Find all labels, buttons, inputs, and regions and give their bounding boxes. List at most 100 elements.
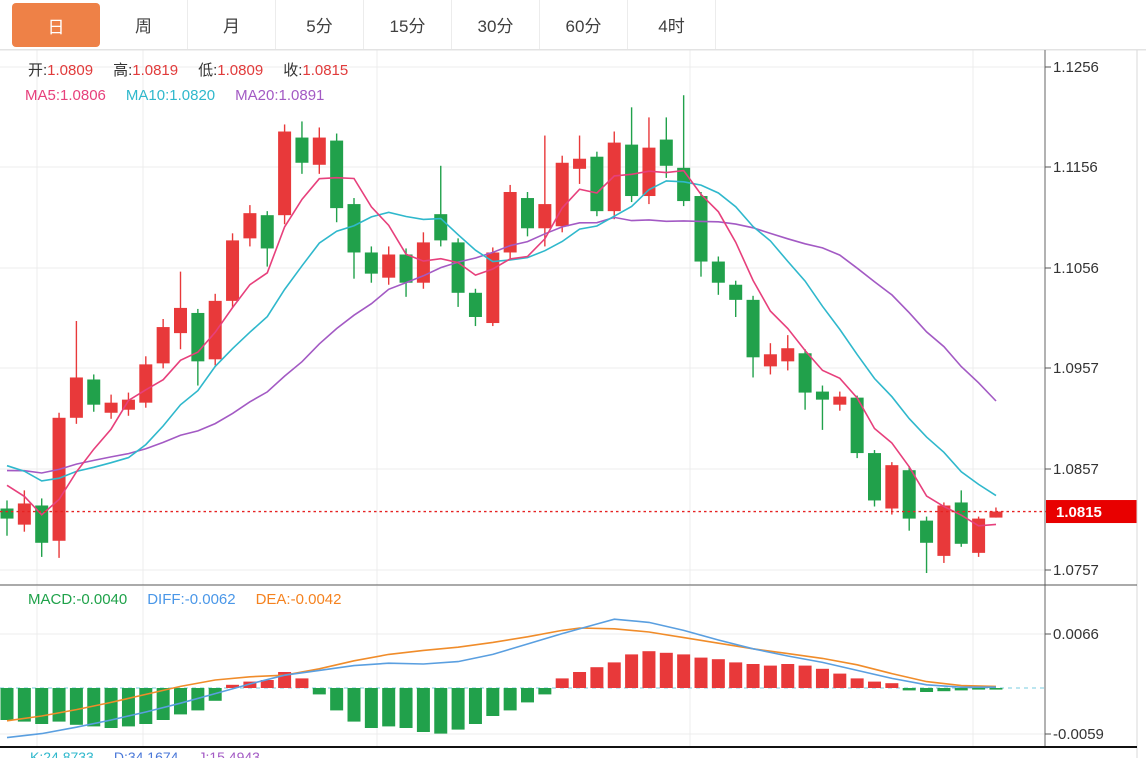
candle-body: [590, 156, 604, 212]
candle-body: [104, 402, 118, 413]
legend-ohlc-item-1: 高:1.0819: [113, 62, 178, 79]
legend-macd-value-0: -0.0040: [76, 591, 128, 608]
candle-body: [972, 518, 986, 553]
tab-period-0[interactable]: 日: [12, 3, 100, 47]
candle-body: [330, 140, 344, 209]
macd-bar: [330, 688, 344, 711]
tab-period-3[interactable]: 5分: [276, 0, 364, 49]
legend-ma-label-1: MA10:: [125, 87, 170, 104]
macd-bar: [590, 667, 604, 688]
macd-bar: [868, 681, 881, 688]
macd-bar: [347, 688, 361, 722]
last-price-tag: [1046, 500, 1137, 524]
candle-body: [729, 284, 743, 300]
tab-period-6[interactable]: 60分: [540, 0, 628, 49]
macd-chart-plot[interactable]: [0, 586, 1045, 746]
candle-body: [763, 354, 777, 367]
candle-body: [833, 396, 847, 405]
candle-body: [798, 353, 812, 393]
macd-bar: [746, 664, 760, 688]
macd-axis-label: -0.0059: [1053, 726, 1104, 743]
candle-body: [521, 198, 534, 229]
candle-body: [208, 300, 222, 360]
candle-body: [659, 139, 673, 166]
macd-bar: [451, 688, 465, 730]
legend-ma-item-0: MA5:1.0806: [25, 87, 106, 104]
macd-bar: [538, 688, 552, 695]
macd-bar: [156, 688, 170, 720]
candle-body: [364, 252, 378, 274]
price-axis-label: 1.1056: [1053, 260, 1099, 277]
macd-bar: [260, 680, 274, 688]
tab-period-1[interactable]: 周: [100, 0, 188, 49]
macd-bar: [364, 688, 378, 728]
legend-ma-value-2: 1.0891: [278, 87, 325, 104]
macd-bar: [17, 688, 31, 722]
legend-macd-value-2: -0.0042: [290, 591, 342, 608]
candle-body: [503, 191, 517, 253]
price-axis-label: 1.1156: [1053, 159, 1098, 176]
macd-bar: [382, 688, 396, 727]
macd-bar: [798, 665, 812, 688]
price-axis-label: 1.0757: [1053, 562, 1099, 579]
legend-kdj-item-0: K:24.8733: [30, 749, 94, 758]
price-axis-label: 1.0857: [1053, 461, 1099, 478]
macd-bar: [295, 678, 309, 688]
legend-ma-item-2: MA20:1.0891: [235, 87, 324, 104]
macd-bar: [69, 688, 83, 725]
price-axis-label: 1.1256: [1053, 59, 1099, 76]
kdj-legend-clipped: K:24.8733 D:34.1674 J:15.4943: [30, 749, 280, 758]
macd-bar: [555, 678, 569, 688]
dea-line: [6, 627, 997, 722]
macd-bar: [937, 688, 951, 692]
legend-ohlc-value-3: 1.0815: [302, 62, 349, 79]
tab-period-5[interactable]: 30分: [452, 0, 540, 49]
legend-macd-item-2: DEA:-0.0042: [256, 591, 342, 608]
legend-ohlc-label-3: 收:: [283, 62, 303, 79]
macd-bar: [833, 673, 847, 688]
macd-bar: [677, 654, 691, 688]
legend-kdj-item-2: J:15.4943: [198, 749, 260, 758]
tab-period-4[interactable]: 15分: [364, 0, 452, 49]
macd-bar: [503, 688, 517, 711]
macd-bar: [694, 657, 708, 688]
ohlc-legend: 开:1.0809 高:1.0819 低:1.0809 收:1.0815: [28, 59, 368, 80]
candle-body: [902, 470, 916, 519]
macd-bar: [920, 688, 934, 692]
candle-body: [989, 511, 1003, 518]
legend-kdj-item-1: D:34.1674: [114, 749, 179, 758]
macd-bar: [815, 668, 829, 688]
candle-body: [260, 215, 274, 249]
macd-bar: [104, 688, 118, 728]
candle-body: [278, 131, 292, 216]
candle-body: [52, 417, 66, 541]
macd-bar: [573, 672, 587, 688]
candle-body: [781, 348, 795, 362]
legend-kdj-label-2: J:: [198, 749, 210, 758]
candle-body: [87, 379, 101, 405]
macd-bar: [902, 688, 916, 691]
macd-bar: [659, 652, 673, 688]
tab-period-7[interactable]: 4时: [628, 0, 716, 49]
candle-body: [121, 399, 135, 410]
candle-body: [451, 242, 465, 293]
candle-body: [156, 327, 170, 364]
main-chart-plot[interactable]: [0, 50, 1045, 585]
legend-ohlc-item-3: 收:1.0815: [283, 62, 348, 79]
macd-bar: [521, 688, 534, 703]
legend-ma-item-1: MA10:1.0820: [126, 87, 215, 104]
tab-period-2[interactable]: 月: [188, 0, 276, 49]
candle-body: [850, 397, 864, 454]
candle-body: [937, 505, 951, 556]
legend-kdj-value-2: 15.4943: [209, 749, 260, 758]
macd-bar: [312, 688, 326, 695]
macd-bar: [972, 688, 986, 690]
macd-bar: [139, 688, 153, 724]
period-tabbar: 日周月 5分 15分 30分 60分 4时: [0, 0, 1146, 50]
macd-bar: [416, 688, 430, 732]
macd-bar: [468, 688, 482, 724]
macd-bar: [781, 664, 795, 688]
macd-bar: [763, 665, 777, 688]
candle-body: [573, 158, 587, 169]
